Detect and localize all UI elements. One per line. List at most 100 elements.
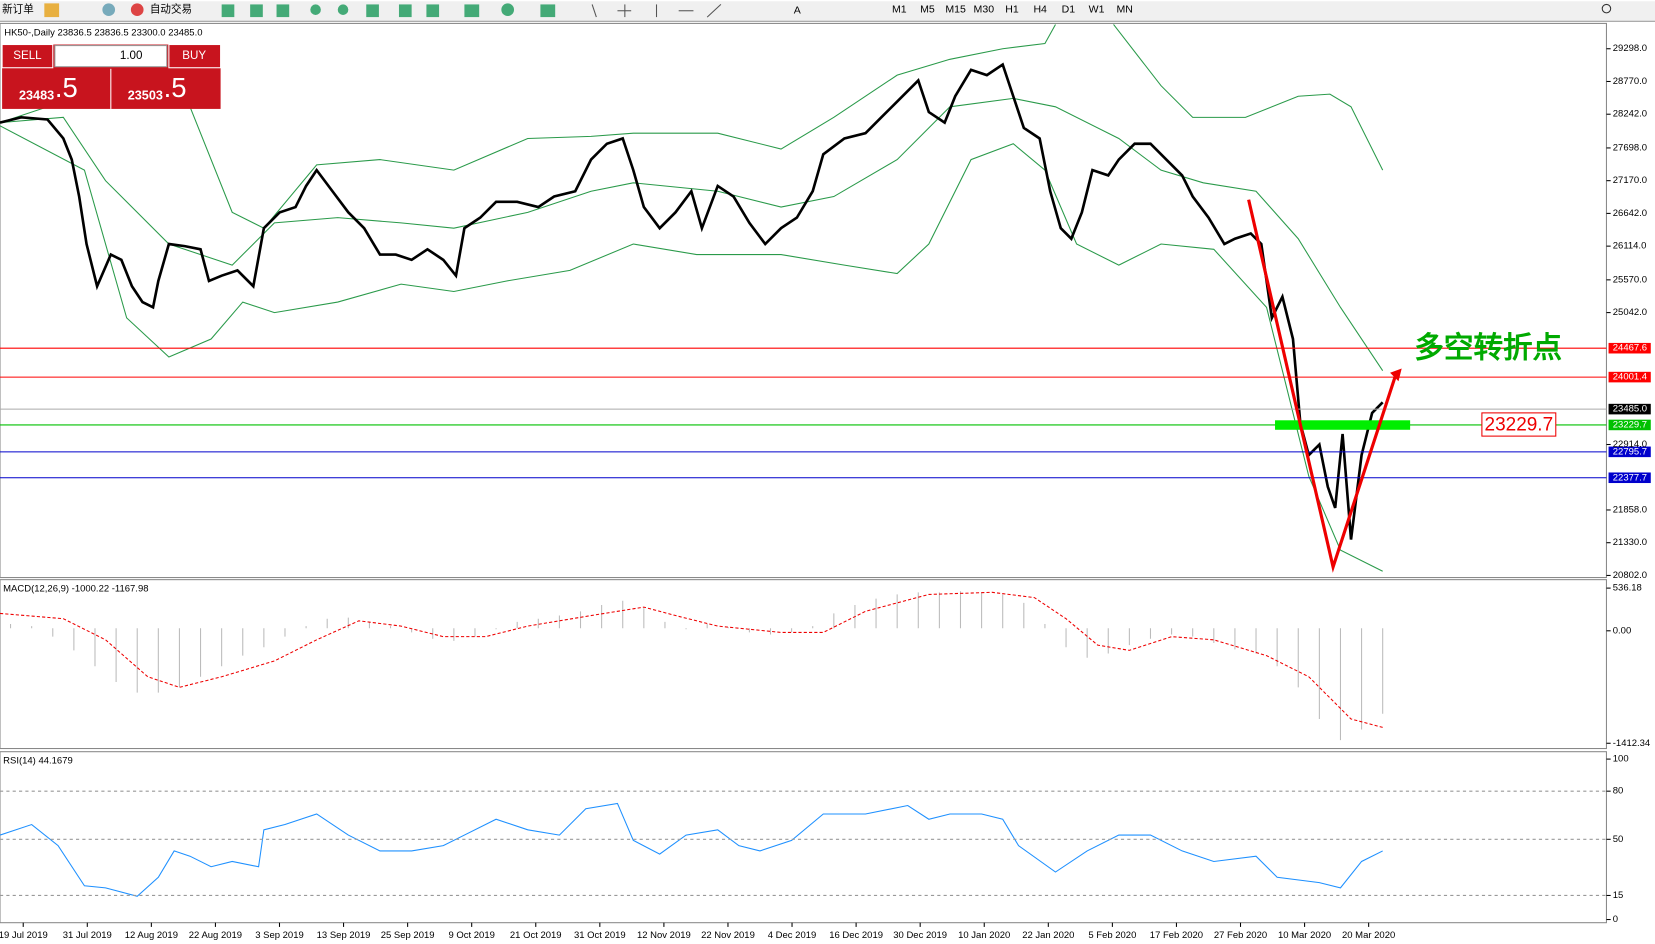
x-tick-label: 20 Mar 2020 — [1342, 930, 1395, 941]
sell-button[interactable] — [1, 44, 54, 69]
level-tag — [1608, 472, 1651, 484]
x-tick-label: 27 Feb 2020 — [1214, 930, 1267, 941]
timeframe[interactable]: M30 — [974, 3, 995, 15]
x-tick-label: 21 Oct 2019 — [510, 930, 562, 941]
level-tag — [1608, 371, 1651, 383]
support-zone — [1275, 420, 1411, 430]
buy-label[interactable]: BUY — [182, 49, 206, 62]
price-pane — [0, 22, 1607, 579]
y-tick-label: 28770.0 — [1613, 76, 1647, 87]
x-tick-label: 31 Oct 2019 — [574, 930, 626, 941]
timeframe[interactable]: W1 — [1089, 3, 1105, 15]
price-line — [0, 62, 1384, 540]
buy-price[interactable]: 23503 — [128, 89, 163, 103]
level-tag — [1608, 342, 1651, 354]
buy-button[interactable] — [168, 44, 222, 69]
x-tick-label: 3 Sep 2019 — [255, 930, 304, 941]
y-tick-label: 22914.0 — [1613, 439, 1647, 450]
x-tick-label: 9 Oct 2019 — [448, 930, 494, 941]
x-tick-label: 22 Jan 2020 — [1022, 930, 1074, 941]
level-label: 22377.7 — [1613, 472, 1647, 483]
auto-trade[interactable]: 自动交易 — [150, 2, 192, 15]
y-tick-label: 536.18 — [1613, 583, 1642, 594]
x-tick-label: 17 Feb 2020 — [1150, 930, 1203, 941]
x-tick-label: 12 Nov 2019 — [637, 930, 691, 941]
x-tick-label: 12 Aug 2019 — [125, 930, 178, 941]
level-tag — [1608, 403, 1651, 415]
y-tick-label: 21330.0 — [1613, 537, 1647, 548]
x-tick-label: 19 Jul 2019 — [0, 930, 48, 941]
y-tick-label: 0.00 — [1613, 625, 1631, 636]
y-tick-label: 26642.0 — [1613, 208, 1647, 219]
y-tick-label: 20802.0 — [1613, 570, 1647, 581]
x-tick-label: 13 Sep 2019 — [317, 930, 371, 941]
level-tag — [1608, 419, 1651, 431]
y-tick-label: 25042.0 — [1613, 307, 1647, 318]
sell-label[interactable]: SELL — [13, 49, 42, 62]
timeframe[interactable]: H1 — [1005, 3, 1019, 15]
lots-input[interactable] — [54, 45, 168, 68]
arrow-head — [1390, 368, 1402, 382]
macd-histogram — [10, 591, 1384, 741]
level-label: 23229.7 — [1613, 419, 1647, 430]
level-label: 22795.7 — [1613, 446, 1647, 457]
icon[interactable] — [102, 3, 116, 17]
draw-tools[interactable] — [591, 4, 722, 18]
search[interactable] — [1601, 3, 1612, 14]
level-label: 23485.0 — [1613, 404, 1647, 415]
y-tick-label: 26114.0 — [1613, 241, 1647, 252]
x-tick-label: 5 Feb 2020 — [1088, 930, 1136, 941]
y-tick-label: 25570.0 — [1613, 274, 1647, 285]
x-tick-label: 16 Dec 2019 — [829, 930, 883, 941]
timeframe[interactable]: M1 — [892, 3, 907, 15]
timeframes[interactable]: M1 M5 M15 M30 H1 H4 D1 W1 MN — [892, 3, 1133, 15]
new-order[interactable]: 新订单 — [2, 2, 34, 15]
x-tick-label: 10 Mar 2020 — [1278, 930, 1331, 941]
rsi-line — [0, 802, 1383, 897]
y-tick-label: 80 — [1613, 786, 1624, 797]
trade-panel: SELL 1.00 BUY 23483 .5 23503 .5 — [1, 44, 222, 109]
sell-price[interactable]: 23483 — [19, 89, 54, 103]
y-tick-label: -1412.34 — [1613, 738, 1650, 749]
macd-pane — [0, 579, 1607, 750]
bollinger-bands — [0, 24, 1384, 572]
x-tick-label: 22 Nov 2019 — [701, 930, 755, 941]
annotation: 多空转折点 — [1414, 331, 1562, 364]
toolbar: 新订单 自动交易 A M1 M5 M15 M30 H1 H4 D1 W1 MN — [0, 1, 1655, 22]
x-tick-label: 31 Jul 2019 — [63, 930, 112, 941]
x-tick-label: 10 Jan 2020 — [958, 930, 1010, 941]
y-tick-label: 28242.0 — [1613, 109, 1647, 120]
timeframe[interactable]: MN — [1117, 3, 1133, 15]
text-tool[interactable]: A — [794, 5, 802, 17]
timeframe[interactable]: M5 — [920, 3, 935, 15]
annotation-box — [1481, 412, 1557, 437]
rsi-pane — [0, 751, 1607, 924]
y-tick-label: 21858.0 — [1613, 504, 1647, 515]
y-tick-label: 100 — [1613, 754, 1629, 765]
y-tick-label: 15 — [1613, 890, 1624, 901]
icon[interactable] — [44, 3, 60, 18]
tool-icons[interactable] — [221, 3, 556, 18]
x-tick-label: 4 Dec 2019 — [768, 930, 817, 941]
annotation-level: 23229.7 — [1485, 415, 1554, 436]
sell-frac[interactable]: .5 — [55, 72, 78, 103]
y-tick-label: 27170.0 — [1613, 175, 1647, 186]
buy-frac[interactable]: .5 — [164, 72, 187, 103]
y-tick-label: 29298.0 — [1613, 43, 1647, 54]
level-label: 24001.4 — [1613, 372, 1647, 383]
timeframe[interactable]: M15 — [945, 3, 966, 15]
icon[interactable] — [130, 3, 144, 17]
v-arrow — [1247, 199, 1397, 573]
lots[interactable]: 1.00 — [120, 49, 143, 62]
macd-signal — [0, 591, 1383, 728]
timeframe[interactable]: H4 — [1033, 3, 1047, 15]
x-tick-label: 22 Aug 2019 — [189, 930, 242, 941]
y-tick-label: 27698.0 — [1613, 142, 1647, 153]
x-tick-label: 25 Sep 2019 — [381, 930, 435, 941]
timeframe[interactable]: D1 — [1062, 3, 1076, 15]
macd-label: MACD(12,26,9) -1000.22 -1167.98 — [3, 584, 148, 595]
y-tick-label: 50 — [1613, 834, 1624, 845]
rsi-label: RSI(14) 44.1679 — [3, 756, 73, 767]
x-tick-label: 30 Dec 2019 — [893, 930, 947, 941]
